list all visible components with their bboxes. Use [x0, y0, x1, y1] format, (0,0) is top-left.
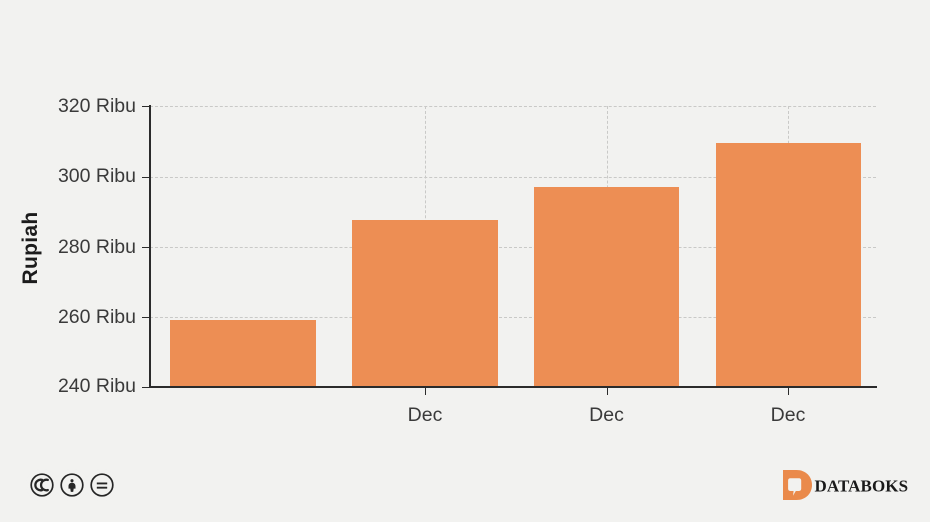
- svg-text:DATABOKS: DATABOKS: [815, 477, 909, 496]
